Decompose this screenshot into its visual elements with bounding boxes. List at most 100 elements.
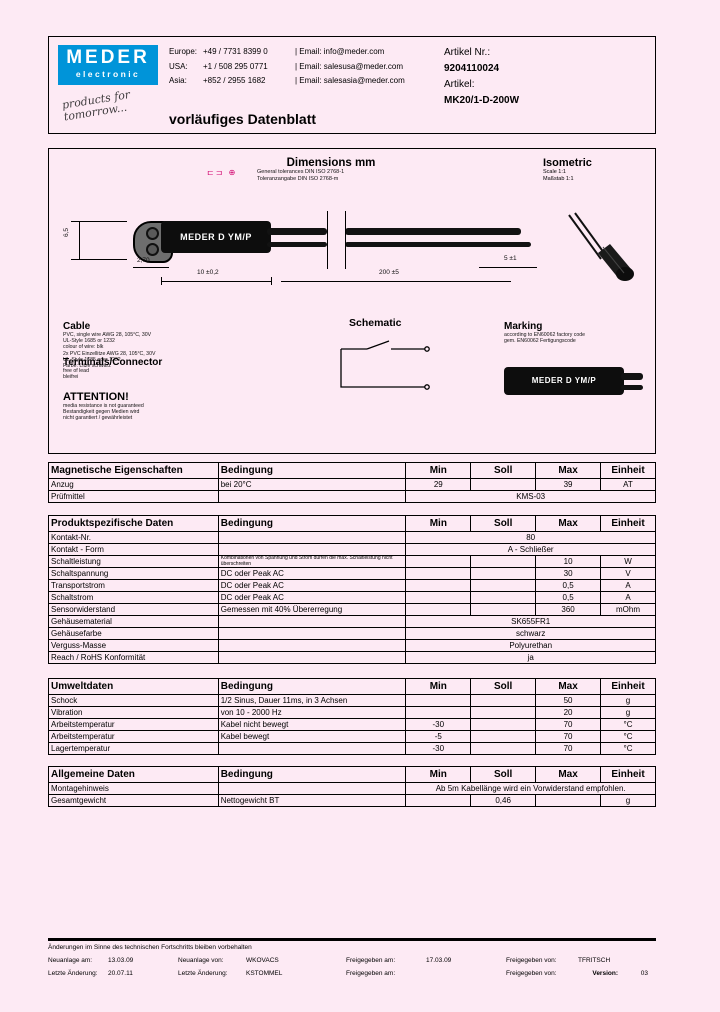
table-produktspezifische-daten: Produktspezifische Daten Bedingung Min S… <box>48 515 656 665</box>
released-on-value: 17.03.09 <box>426 956 452 964</box>
cell-condition <box>217 782 407 795</box>
cell-unit: AT <box>600 478 656 491</box>
dim-cable-line <box>281 281 511 282</box>
cell-soll <box>470 478 537 491</box>
marking-line-1: gem. EN60062 Fertigungscode <box>504 338 576 345</box>
th-min: Min <box>405 766 472 783</box>
cell-label: Verguss-Masse <box>48 639 219 653</box>
cell-unit: A <box>600 579 656 593</box>
cell-unit: A <box>600 591 656 605</box>
article-value: MK20/1-D-200W <box>444 95 520 106</box>
dim-width-label: 2,70 <box>137 257 150 264</box>
cell-min <box>405 591 472 605</box>
cell-label: Kontakt-Nr. <box>48 531 219 544</box>
cell-condition <box>217 543 407 556</box>
cell-label: Kontakt - Form <box>48 543 219 556</box>
released-by-label: Freigegeben von: <box>506 956 557 964</box>
th-max: Max <box>535 515 602 532</box>
created-on-label: Neuanlage am: <box>48 956 93 964</box>
cell-label: Anzug <box>48 478 219 491</box>
table-header-row: Produktspezifische Daten Bedingung Min S… <box>48 515 656 532</box>
break-line-right <box>345 211 346 269</box>
cell-label: Schock <box>48 694 219 707</box>
table-row: Gehäusematerial SK655FR1 <box>48 615 656 629</box>
released-on-value-2 <box>426 970 506 977</box>
cell-condition <box>217 742 407 755</box>
cell-soll <box>470 603 537 617</box>
contact-block: Europe: +49 / 7731 8399 0 | Email: info@… <box>169 45 439 89</box>
cable-line-5: Farbe: Litze schwarz <box>63 363 111 370</box>
cell-max: 10 <box>535 554 602 569</box>
cross-section-pin-2 <box>146 243 159 256</box>
cell-condition: Kombinationen von Spannung und Strom dür… <box>217 554 407 569</box>
th-category: Produktspezifische Daten <box>48 515 219 532</box>
cable-segment-b1 <box>345 228 521 235</box>
table-header-row: Magnetische Eigenschaften Bedingung Min … <box>48 462 656 479</box>
cell-max <box>535 794 601 807</box>
cell-soll <box>470 730 537 743</box>
footer-row-created: Neuanlage am: 13.03.09 Neuanlage von: WK… <box>48 957 656 964</box>
cell-soll <box>470 554 537 569</box>
version-value: 03 <box>640 969 648 977</box>
cell-unit: °C <box>600 730 656 743</box>
footer-row-changed: Letzte Änderung: 20.07.11 Letzte Änderun… <box>48 970 656 977</box>
contact-email-usa: | Email: salesusa@meder.com <box>295 61 404 71</box>
table-row: Verguss-Masse Polyurethan <box>48 639 656 653</box>
cable-line-1: UL-Style 1685 or 1232 <box>63 338 115 345</box>
cell-max: 39 <box>535 478 601 491</box>
terminals-spec-block: Terminals/Connector free of lead bleifre… <box>63 357 243 380</box>
cell-soll <box>470 579 537 593</box>
released-by-value: TFRITSCH <box>578 956 611 964</box>
released-on-label: Freigegeben am: <box>346 956 396 964</box>
drawing-box: ⊏⊐ ⊕ Dimensions mm General tolerances DI… <box>48 148 656 454</box>
cell-label: Sensorwiderstand <box>48 603 219 617</box>
cell-soll <box>470 694 537 707</box>
cell-condition: Nettogewicht BT <box>217 794 407 807</box>
cell-min <box>405 579 472 593</box>
th-unit: Einheit <box>600 462 656 479</box>
header-box: MEDER electronic products for tomorrow..… <box>48 36 656 134</box>
cell-label: Schaltleistung <box>48 554 219 569</box>
cell-label: Schaltspannung <box>48 567 219 581</box>
table-umweltdaten: Umweltdaten Bedingung Min Soll Max Einhe… <box>48 678 656 755</box>
created-on-value: 13.03.09 <box>108 956 134 964</box>
contact-row-asia: Asia: +852 / 2955 1682 | Email: salesasi… <box>169 74 439 89</box>
cell-soll <box>470 742 537 755</box>
cell-unit: g <box>599 794 657 807</box>
terminals-title: Terminals/Connector <box>63 357 163 368</box>
cell-soll <box>470 706 537 719</box>
cell-span-value: KMS-03 <box>405 490 656 503</box>
cell-label: Reach / RoHS Konformität <box>48 651 219 665</box>
footer: Änderungen im Sinne des technischen Fort… <box>48 938 656 977</box>
cable-line-3: 2x PVC Einzellitze AWG 28, 105°C, 30V <box>63 350 156 357</box>
table-row: Schaltstrom DC oder Peak AC 0,5 A <box>48 591 656 605</box>
cell-span-value: schwarz <box>405 627 656 641</box>
article-label: Artikel: <box>444 79 475 90</box>
cell-max: 20 <box>535 706 601 719</box>
attention-block: ATTENTION! media resistance is not guara… <box>63 391 243 422</box>
th-category: Umweltdaten <box>48 678 219 695</box>
cell-max: 0,5 <box>535 591 602 605</box>
table-row: Kontakt - Form A - Schließer <box>48 543 656 556</box>
created-by-value: WKOVACS <box>246 956 279 964</box>
cell-max: 70 <box>535 730 601 743</box>
dim-ext-line-top <box>71 221 127 222</box>
cell-soll <box>470 567 537 581</box>
dim-line-vertical <box>79 221 80 259</box>
cell-span-value: Polyurethan <box>405 639 656 653</box>
contact-email-europe: | Email: info@meder.com <box>295 47 385 56</box>
cell-label: Gehäusefarbe <box>48 627 219 641</box>
marking-cable-1 <box>621 373 643 380</box>
cell-max: 30 <box>535 567 602 581</box>
th-soll: Soll <box>470 678 537 695</box>
cell-span-value: 80 <box>405 531 656 544</box>
contact-row-europe: Europe: +49 / 7731 8399 0 | Email: info@… <box>169 45 439 60</box>
cable-line-4: UL-Style 1685 oder 1232 <box>63 356 121 363</box>
marking-body-drawing: MEDER D YM/P <box>504 367 624 395</box>
cell-condition <box>217 531 407 544</box>
cell-label: Vibration <box>48 706 219 719</box>
table-row: Transportstrom DC oder Peak AC 0,5 A <box>48 579 656 593</box>
table-row: Montagehinweis Ab 5m Kabellänge wird ein… <box>48 782 656 795</box>
cell-unit: g <box>600 694 656 707</box>
contact-phone-asia: +852 / 2955 1682 <box>203 76 266 85</box>
